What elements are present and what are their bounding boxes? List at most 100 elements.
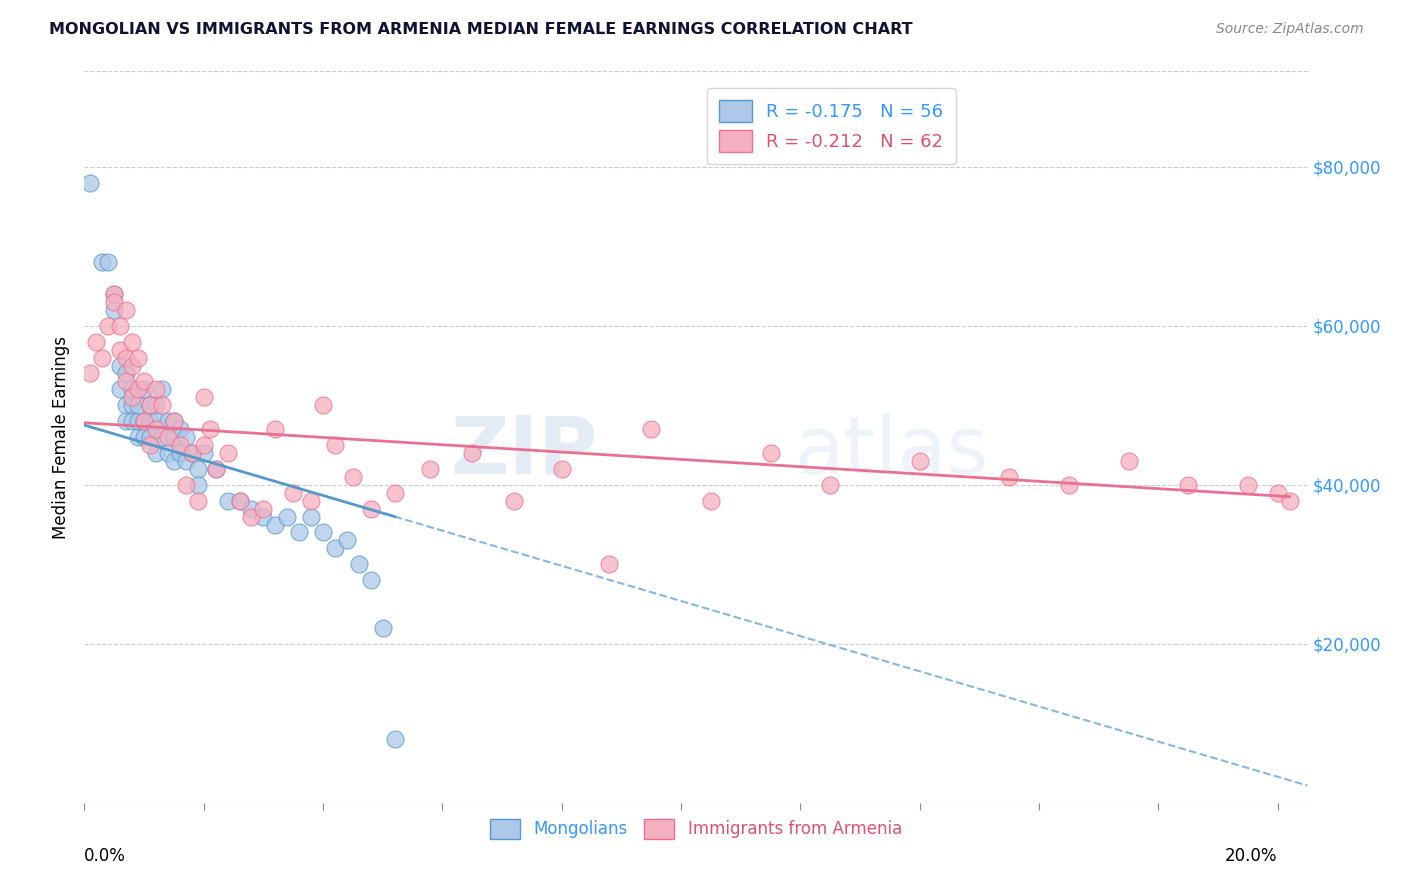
Point bbox=[461, 446, 484, 460]
Point bbox=[204, 462, 226, 476]
Point bbox=[193, 390, 215, 404]
Point bbox=[1057, 477, 1080, 491]
Point bbox=[115, 302, 138, 317]
Point bbox=[132, 383, 155, 397]
Point bbox=[132, 430, 155, 444]
Point bbox=[121, 414, 143, 428]
Point bbox=[139, 414, 162, 428]
Text: 20.0%: 20.0% bbox=[1225, 847, 1278, 864]
Text: 0.0%: 0.0% bbox=[84, 847, 127, 864]
Point bbox=[139, 398, 162, 412]
Point bbox=[384, 732, 406, 747]
Point bbox=[360, 501, 382, 516]
Point bbox=[240, 509, 263, 524]
Point bbox=[103, 287, 125, 301]
Point bbox=[115, 367, 138, 381]
Point bbox=[998, 470, 1021, 484]
Point bbox=[264, 517, 287, 532]
Point bbox=[156, 446, 179, 460]
Point bbox=[145, 383, 167, 397]
Point bbox=[84, 334, 107, 349]
Point bbox=[204, 462, 226, 476]
Point bbox=[79, 176, 101, 190]
Point bbox=[323, 541, 346, 556]
Point bbox=[139, 438, 162, 452]
Point bbox=[150, 430, 173, 444]
Point bbox=[127, 398, 149, 412]
Point bbox=[299, 493, 322, 508]
Point bbox=[97, 318, 120, 333]
Point bbox=[240, 501, 263, 516]
Point bbox=[640, 422, 662, 436]
Point bbox=[283, 485, 305, 500]
Point bbox=[79, 367, 101, 381]
Point bbox=[150, 383, 173, 397]
Text: MONGOLIAN VS IMMIGRANTS FROM ARMENIA MEDIAN FEMALE EARNINGS CORRELATION CHART: MONGOLIAN VS IMMIGRANTS FROM ARMENIA MED… bbox=[49, 22, 912, 37]
Point bbox=[193, 438, 215, 452]
Point bbox=[174, 430, 197, 444]
Point bbox=[132, 414, 155, 428]
Point bbox=[174, 477, 197, 491]
Point bbox=[419, 462, 441, 476]
Point bbox=[163, 414, 186, 428]
Point bbox=[115, 398, 138, 412]
Point bbox=[127, 414, 149, 428]
Point bbox=[1267, 485, 1289, 500]
Point bbox=[91, 255, 114, 269]
Point bbox=[299, 509, 322, 524]
Point bbox=[108, 359, 131, 373]
Point bbox=[1237, 477, 1260, 491]
Point bbox=[108, 383, 131, 397]
Point bbox=[139, 430, 162, 444]
Point bbox=[150, 398, 173, 412]
Point bbox=[169, 422, 191, 436]
Point bbox=[228, 493, 250, 508]
Point bbox=[132, 375, 155, 389]
Point bbox=[121, 398, 143, 412]
Point bbox=[163, 430, 186, 444]
Point bbox=[174, 454, 197, 468]
Point bbox=[121, 359, 143, 373]
Point bbox=[312, 398, 335, 412]
Point bbox=[252, 509, 274, 524]
Point bbox=[1118, 454, 1140, 468]
Point bbox=[127, 351, 149, 365]
Point bbox=[1177, 477, 1199, 491]
Point bbox=[323, 438, 346, 452]
Point bbox=[598, 558, 620, 572]
Point bbox=[217, 446, 239, 460]
Point bbox=[103, 302, 125, 317]
Point bbox=[145, 422, 167, 436]
Point bbox=[759, 446, 782, 460]
Point bbox=[121, 390, 143, 404]
Point bbox=[163, 414, 186, 428]
Point bbox=[371, 621, 394, 635]
Point bbox=[503, 493, 526, 508]
Point bbox=[312, 525, 335, 540]
Point bbox=[252, 501, 274, 516]
Text: atlas: atlas bbox=[794, 413, 988, 491]
Point bbox=[103, 294, 125, 309]
Point bbox=[908, 454, 931, 468]
Point bbox=[145, 446, 167, 460]
Point bbox=[264, 422, 287, 436]
Point bbox=[187, 493, 209, 508]
Point bbox=[115, 375, 138, 389]
Point bbox=[108, 343, 131, 357]
Point bbox=[115, 414, 138, 428]
Point bbox=[288, 525, 311, 540]
Point bbox=[163, 454, 186, 468]
Y-axis label: Median Female Earnings: Median Female Earnings bbox=[52, 335, 70, 539]
Point bbox=[145, 414, 167, 428]
Point bbox=[187, 477, 209, 491]
Point bbox=[97, 255, 120, 269]
Text: ZIP: ZIP bbox=[451, 413, 598, 491]
Point bbox=[384, 485, 406, 500]
Point bbox=[700, 493, 723, 508]
Point bbox=[127, 383, 149, 397]
Point bbox=[145, 398, 167, 412]
Point bbox=[347, 558, 370, 572]
Point bbox=[198, 422, 221, 436]
Point bbox=[169, 446, 191, 460]
Point bbox=[193, 446, 215, 460]
